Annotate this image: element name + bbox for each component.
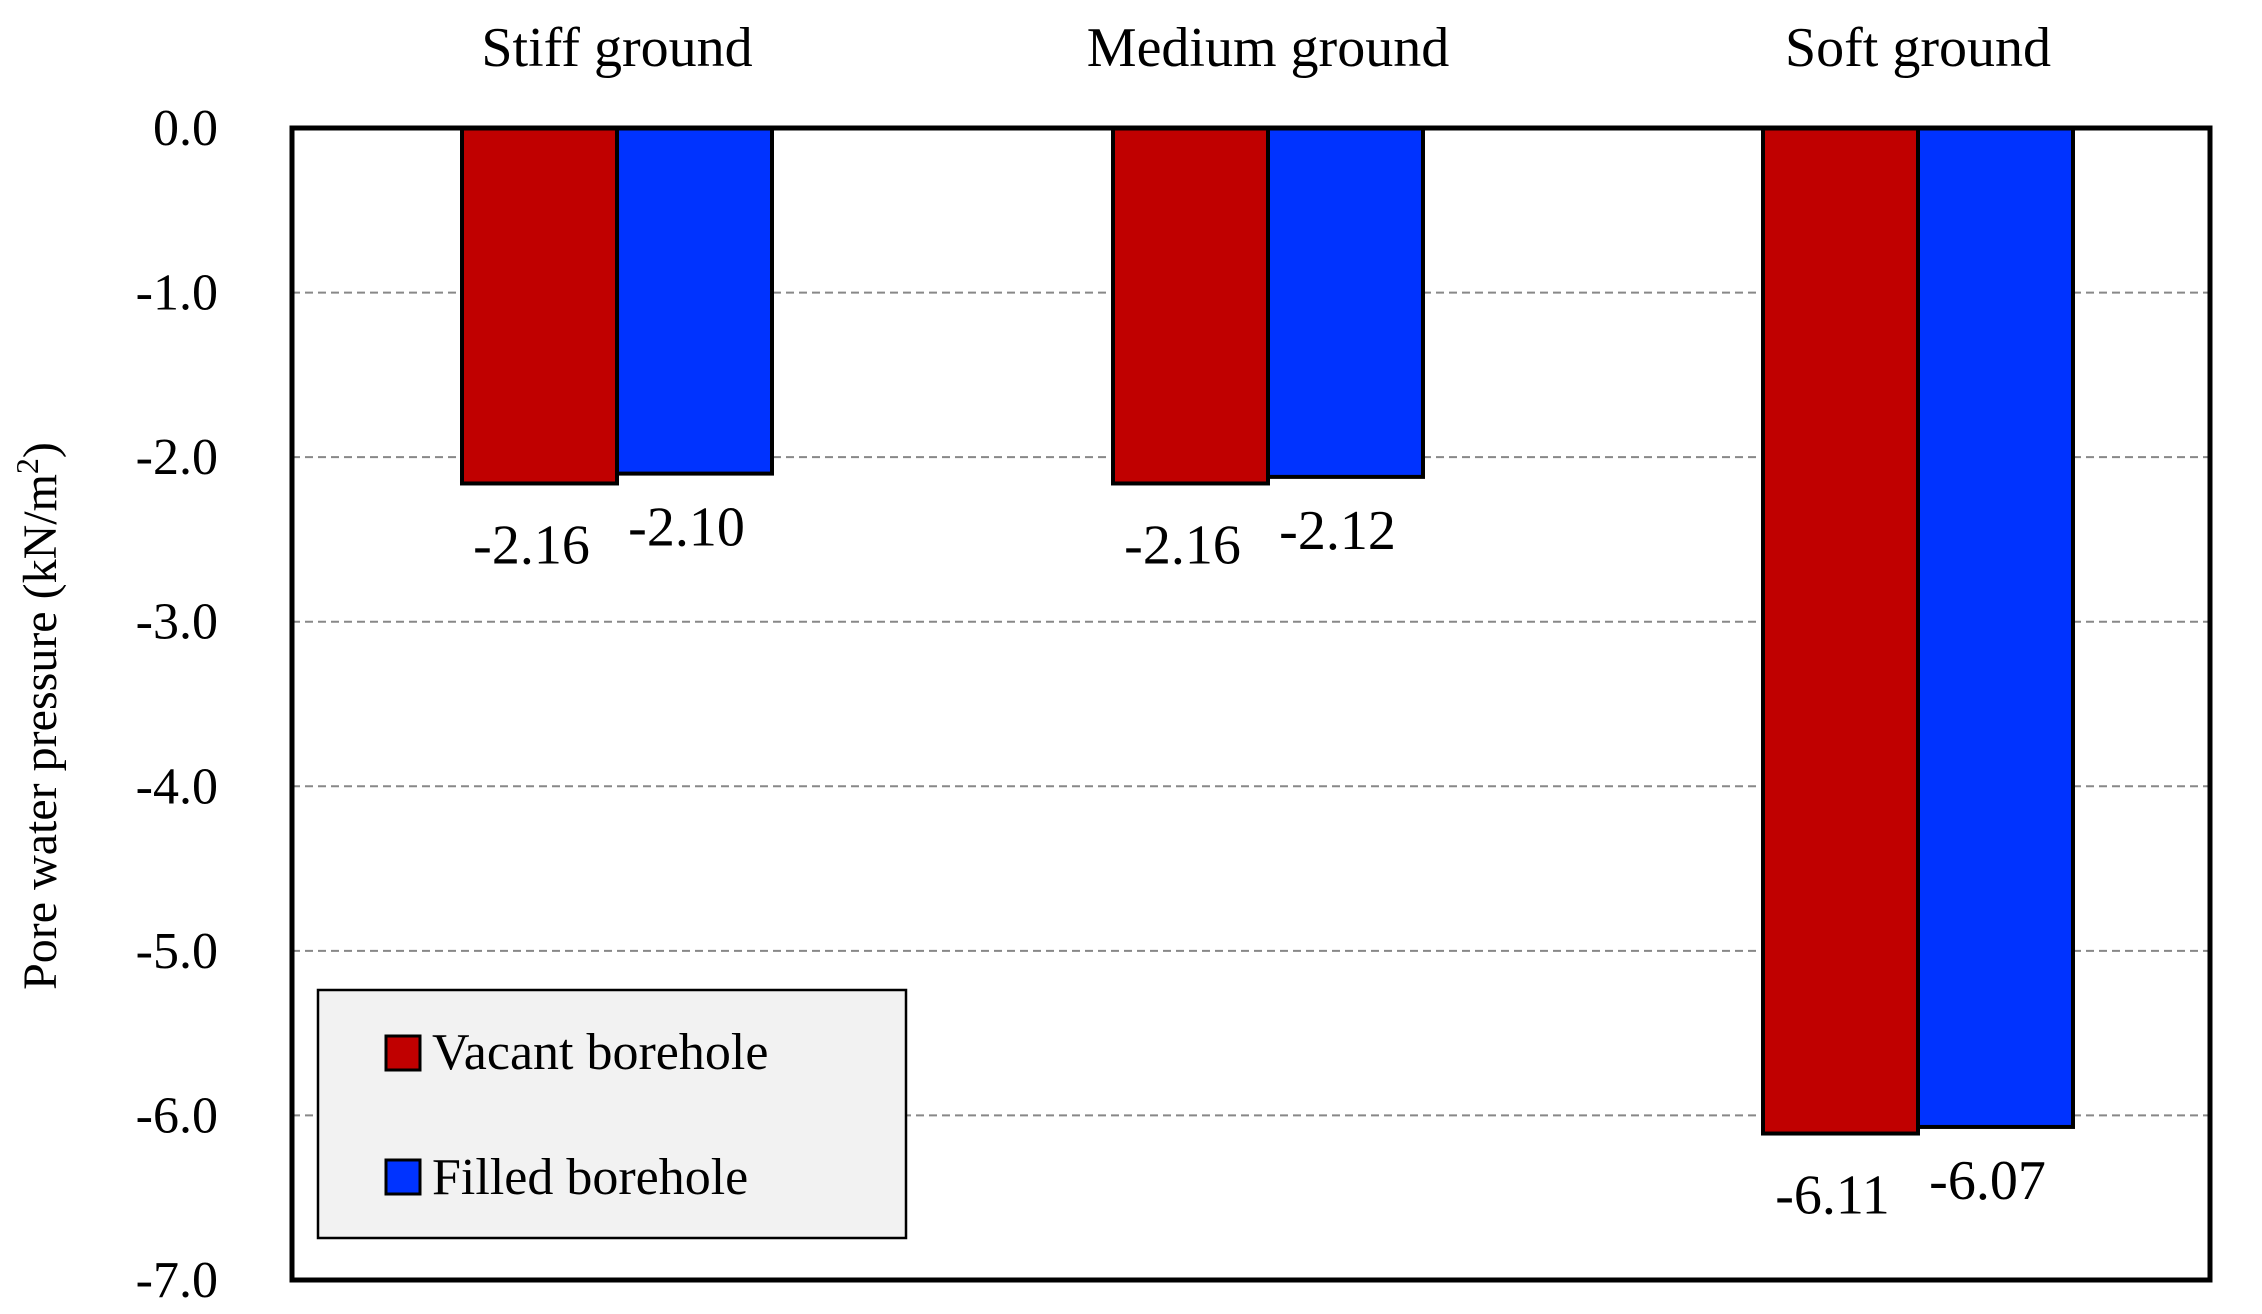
legend: Vacant borehole Filled borehole (316, 988, 908, 1240)
y-tick-label: -2.0 (136, 429, 218, 486)
plot-frame (289, 125, 2213, 1283)
category-label: Stiff ground (481, 17, 752, 79)
category-label: Soft ground (1785, 17, 2051, 79)
data-label: -6.07 (1929, 1150, 2046, 1212)
legend-label-filled: Filled borehole (432, 1149, 748, 1206)
bar-vacant (1111, 126, 1270, 486)
y-axis-label: Pore water pressure (kN/m2) (9, 442, 67, 990)
y-axis-label-close: ) (14, 442, 67, 458)
bar-vacant (1761, 126, 1920, 1136)
y-tick-label: -1.0 (136, 265, 218, 322)
legend-swatch-vacant (384, 1034, 422, 1072)
category-labels: Stiff ground Medium ground Soft ground (481, 17, 2051, 79)
y-tick-label: -6.0 (136, 1087, 218, 1144)
bar-vacant (460, 126, 619, 486)
bar-filled (1266, 126, 1425, 479)
legend-swatch-filled (384, 1158, 422, 1196)
data-label: -2.16 (473, 514, 590, 576)
y-tick-label: -4.0 (136, 758, 218, 815)
y-tick-label: -5.0 (136, 923, 218, 980)
legend-label-vacant: Vacant borehole (432, 1024, 768, 1081)
y-tick-label: -7.0 (136, 1252, 218, 1309)
data-label: -2.10 (628, 497, 745, 559)
data-label: -6.11 (1775, 1165, 1890, 1227)
data-label: -2.16 (1124, 514, 1241, 576)
y-tick-label: 0.0 (153, 100, 218, 157)
bar-filled (615, 126, 774, 476)
y-tick-labels: 0.0 -1.0 -2.0 -3.0 -4.0 -5.0 -6.0 -7.0 (136, 100, 218, 1309)
y-axis-label-superscript: 2 (9, 458, 45, 474)
data-labels: -2.16 -2.10 -2.16 -2.12 -6.11 -6.07 (473, 497, 2046, 1227)
y-tick-label: -3.0 (136, 594, 218, 651)
bar-filled (1916, 126, 2075, 1129)
bars (460, 126, 2075, 1136)
data-label: -2.12 (1279, 500, 1396, 562)
category-label: Medium ground (1087, 17, 1449, 79)
legend-box (316, 988, 908, 1240)
y-axis-label-main: Pore water pressure (kN/m (14, 474, 67, 990)
